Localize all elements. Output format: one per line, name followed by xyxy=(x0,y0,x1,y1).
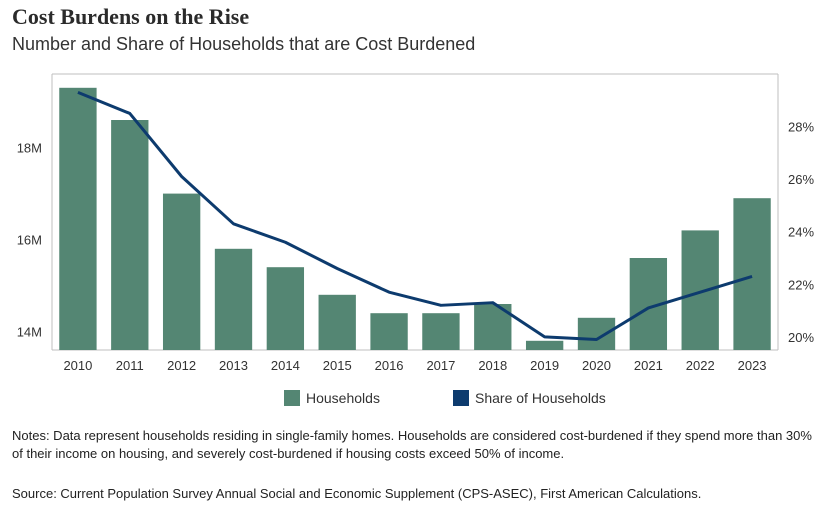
bar-2012 xyxy=(162,193,201,350)
legend-label-households: Households xyxy=(306,390,380,406)
x-tick-label: 2014 xyxy=(271,358,300,373)
x-tick-label: 2021 xyxy=(634,358,663,373)
legend-label-share: Share of Households xyxy=(475,390,606,406)
chart-title: Cost Burdens on the Rise xyxy=(12,4,250,29)
bar-2013 xyxy=(214,248,253,350)
right-tick-label: 20% xyxy=(788,330,814,345)
legend-swatch-share xyxy=(453,390,469,406)
x-tick-label: 2012 xyxy=(167,358,196,373)
bar-2023 xyxy=(733,198,771,350)
bar-2015 xyxy=(318,294,356,350)
x-tick-label: 2018 xyxy=(478,358,507,373)
bar-2022 xyxy=(681,230,719,350)
right-tick-label: 26% xyxy=(788,172,814,187)
bar-2016 xyxy=(370,313,408,350)
x-tick-label: 2015 xyxy=(323,358,352,373)
bar-2014 xyxy=(266,267,305,350)
x-tick-label: 2016 xyxy=(375,358,404,373)
left-tick-label: 14M xyxy=(17,325,42,340)
bar-2017 xyxy=(422,313,460,350)
bar-2010 xyxy=(59,87,97,351)
combo-chart: 2010 2011 2012 2013 2014 2015 2016 2017 2018 2019… xyxy=(17,73,814,406)
right-tick-label: 22% xyxy=(788,277,814,292)
right-tick-label: 24% xyxy=(788,225,814,240)
x-tick-label: 2023 xyxy=(738,358,767,373)
share-line xyxy=(77,91,753,341)
x-tick-label: 2011 xyxy=(116,358,144,373)
chart-subtitle: Number and Share of Households that are … xyxy=(12,34,476,54)
x-tick-label: 2010 xyxy=(63,358,92,373)
x-tick-label: 2017 xyxy=(426,358,455,373)
x-tick-label: 2013 xyxy=(219,358,248,373)
legend-swatch-households xyxy=(284,390,300,406)
bar-2020 xyxy=(577,317,616,350)
x-tick-label: 2020 xyxy=(582,358,611,373)
x-tick-label: 2022 xyxy=(686,358,715,373)
bar-2019 xyxy=(525,340,564,350)
x-tick-label: 2019 xyxy=(530,358,559,373)
bar-2011 xyxy=(111,120,149,350)
chart-source: Source: Current Population Survey Annual… xyxy=(12,486,702,501)
right-tick-label: 28% xyxy=(788,120,814,135)
left-tick-label: 16M xyxy=(17,233,42,248)
chart-notes: Notes: Data represent households residin… xyxy=(12,428,812,461)
left-tick-label: 18M xyxy=(17,141,42,156)
